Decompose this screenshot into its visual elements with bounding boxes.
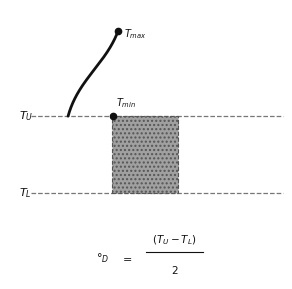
Text: $T_U$: $T_U$ bbox=[18, 109, 33, 123]
Text: $T_{max}$: $T_{max}$ bbox=[124, 27, 147, 41]
Text: $T_L$: $T_L$ bbox=[19, 186, 32, 200]
Text: $(T_U - T_L)$: $(T_U - T_L)$ bbox=[152, 233, 197, 247]
Text: $=$: $=$ bbox=[120, 253, 132, 263]
Text: $2$: $2$ bbox=[171, 264, 178, 275]
Bar bbox=[112, 116, 178, 193]
Text: $T_{min}$: $T_{min}$ bbox=[116, 97, 136, 110]
Text: $°_D$: $°_D$ bbox=[96, 251, 110, 265]
